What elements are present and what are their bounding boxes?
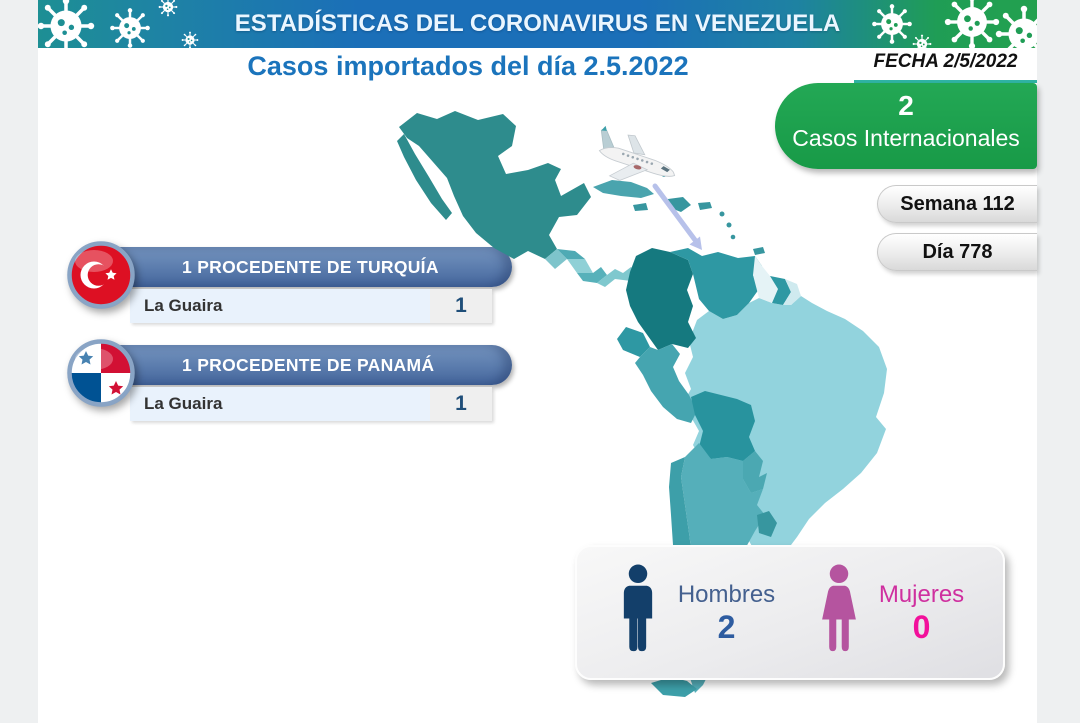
turkey-flag-icon <box>66 240 136 310</box>
international-cases-value: 2 <box>898 90 914 121</box>
map-venezuela <box>670 248 762 319</box>
day-badge: Día 778 <box>877 233 1037 271</box>
case-header-turkey-label: 1 PROCEDENTE DE TURQUÍA <box>182 256 439 277</box>
map-colombia <box>626 248 696 350</box>
case-header-panama-label: 1 PROCEDENTE DE PANAMÁ <box>182 354 435 375</box>
date-label: FECHA 2/5/2022 <box>854 51 1037 83</box>
women-value: 0 <box>912 608 931 645</box>
case-count: 1 <box>430 387 492 421</box>
men-value: 2 <box>717 608 736 645</box>
international-cases-label: Casos Internacionales <box>792 125 1020 151</box>
map-brazil <box>683 296 887 561</box>
case-header-panama: 1 PROCEDENTE DE PANAMÁ <box>104 345 512 385</box>
airplane-icon <box>598 125 676 181</box>
infographic-page: ESTADÍSTICAS DEL CORONAVIRUS EN VENEZUEL… <box>38 0 1037 723</box>
map-mexico <box>399 111 591 259</box>
men-stats: Hombres 2 <box>678 581 775 645</box>
week-badge: Semana 112 <box>877 185 1037 223</box>
female-pictogram-icon <box>821 564 856 651</box>
case-header-turkey: 1 PROCEDENTE DE TURQUÍA <box>104 247 512 287</box>
page-title: Casos importados del día 2.5.2022 <box>247 51 689 81</box>
virus-icon <box>870 0 1037 48</box>
table-row: La Guaira 1 <box>130 387 492 421</box>
international-cases-box: 2 Casos Internacionales <box>775 83 1037 169</box>
women-group: Mujeres 0 <box>817 564 964 662</box>
arrow-down-right-icon <box>652 183 702 250</box>
men-group: Hombres 2 <box>616 564 775 662</box>
case-count: 1 <box>430 289 492 323</box>
panama-flag-icon <box>66 338 136 408</box>
banner-title: ESTADÍSTICAS DEL CORONAVIRUS EN VENEZUEL… <box>234 10 841 37</box>
women-label: Mujeres <box>878 580 965 608</box>
male-pictogram-icon <box>623 564 652 651</box>
gender-summary-box: Hombres 2 Mujeres 0 <box>575 545 1005 680</box>
virus-icon <box>38 0 199 48</box>
title-banner: ESTADÍSTICAS DEL CORONAVIRUS EN VENEZUEL… <box>38 0 1037 48</box>
women-stats: Mujeres 0 <box>879 581 964 645</box>
table-row: La Guaira 1 <box>130 289 492 323</box>
men-label: Hombres <box>677 580 776 608</box>
map-baja <box>397 134 452 220</box>
case-location: La Guaira <box>144 394 223 413</box>
case-location: La Guaira <box>144 296 223 315</box>
